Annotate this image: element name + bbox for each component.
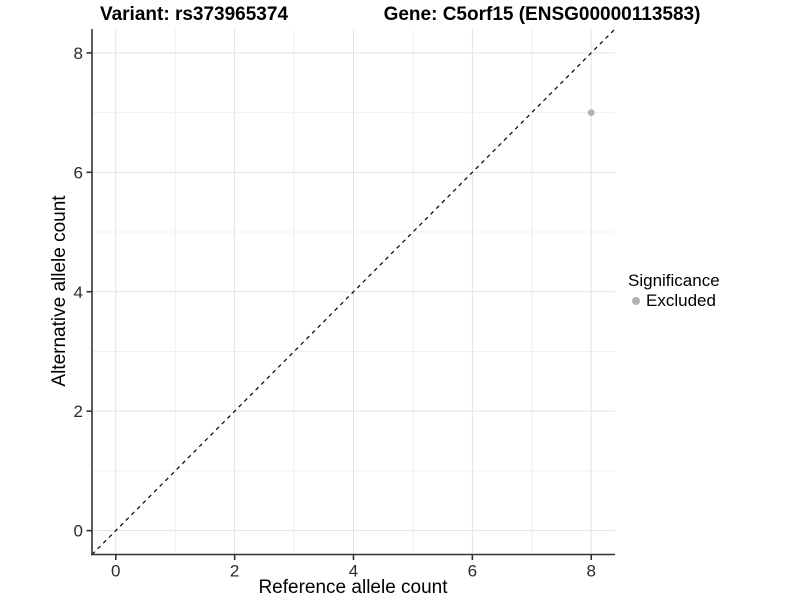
legend-key-dot-icon [632,296,640,305]
gene-title: Gene: C5orf15 (ENSG00000113583) [383,4,701,25]
x-tick-label: 8 [586,562,595,581]
legend-title: Significance [628,271,720,290]
y-tick-label: 4 [74,283,83,302]
x-tick-label: 2 [230,562,239,581]
legend: Significance Excluded [628,271,720,310]
legend-item-excluded: Excluded [628,291,720,310]
y-tick-label: 6 [74,163,83,182]
variant-title: Variant: rs373965374 [99,4,289,25]
y-tick-label: 8 [74,44,83,63]
y-tick-label: 2 [74,402,83,421]
identity-dashed-line [91,28,616,555]
x-tick-label: 6 [468,562,477,581]
data-point [587,109,595,117]
x-tick-label: 0 [111,562,120,581]
x-axis-title: Reference allele count [258,577,448,598]
y-tick-label: 0 [74,522,83,541]
legend-item-label: Excluded [646,291,716,310]
x-tick-label: 4 [349,562,358,581]
y-axis-title: Alternative allele count [49,195,70,387]
